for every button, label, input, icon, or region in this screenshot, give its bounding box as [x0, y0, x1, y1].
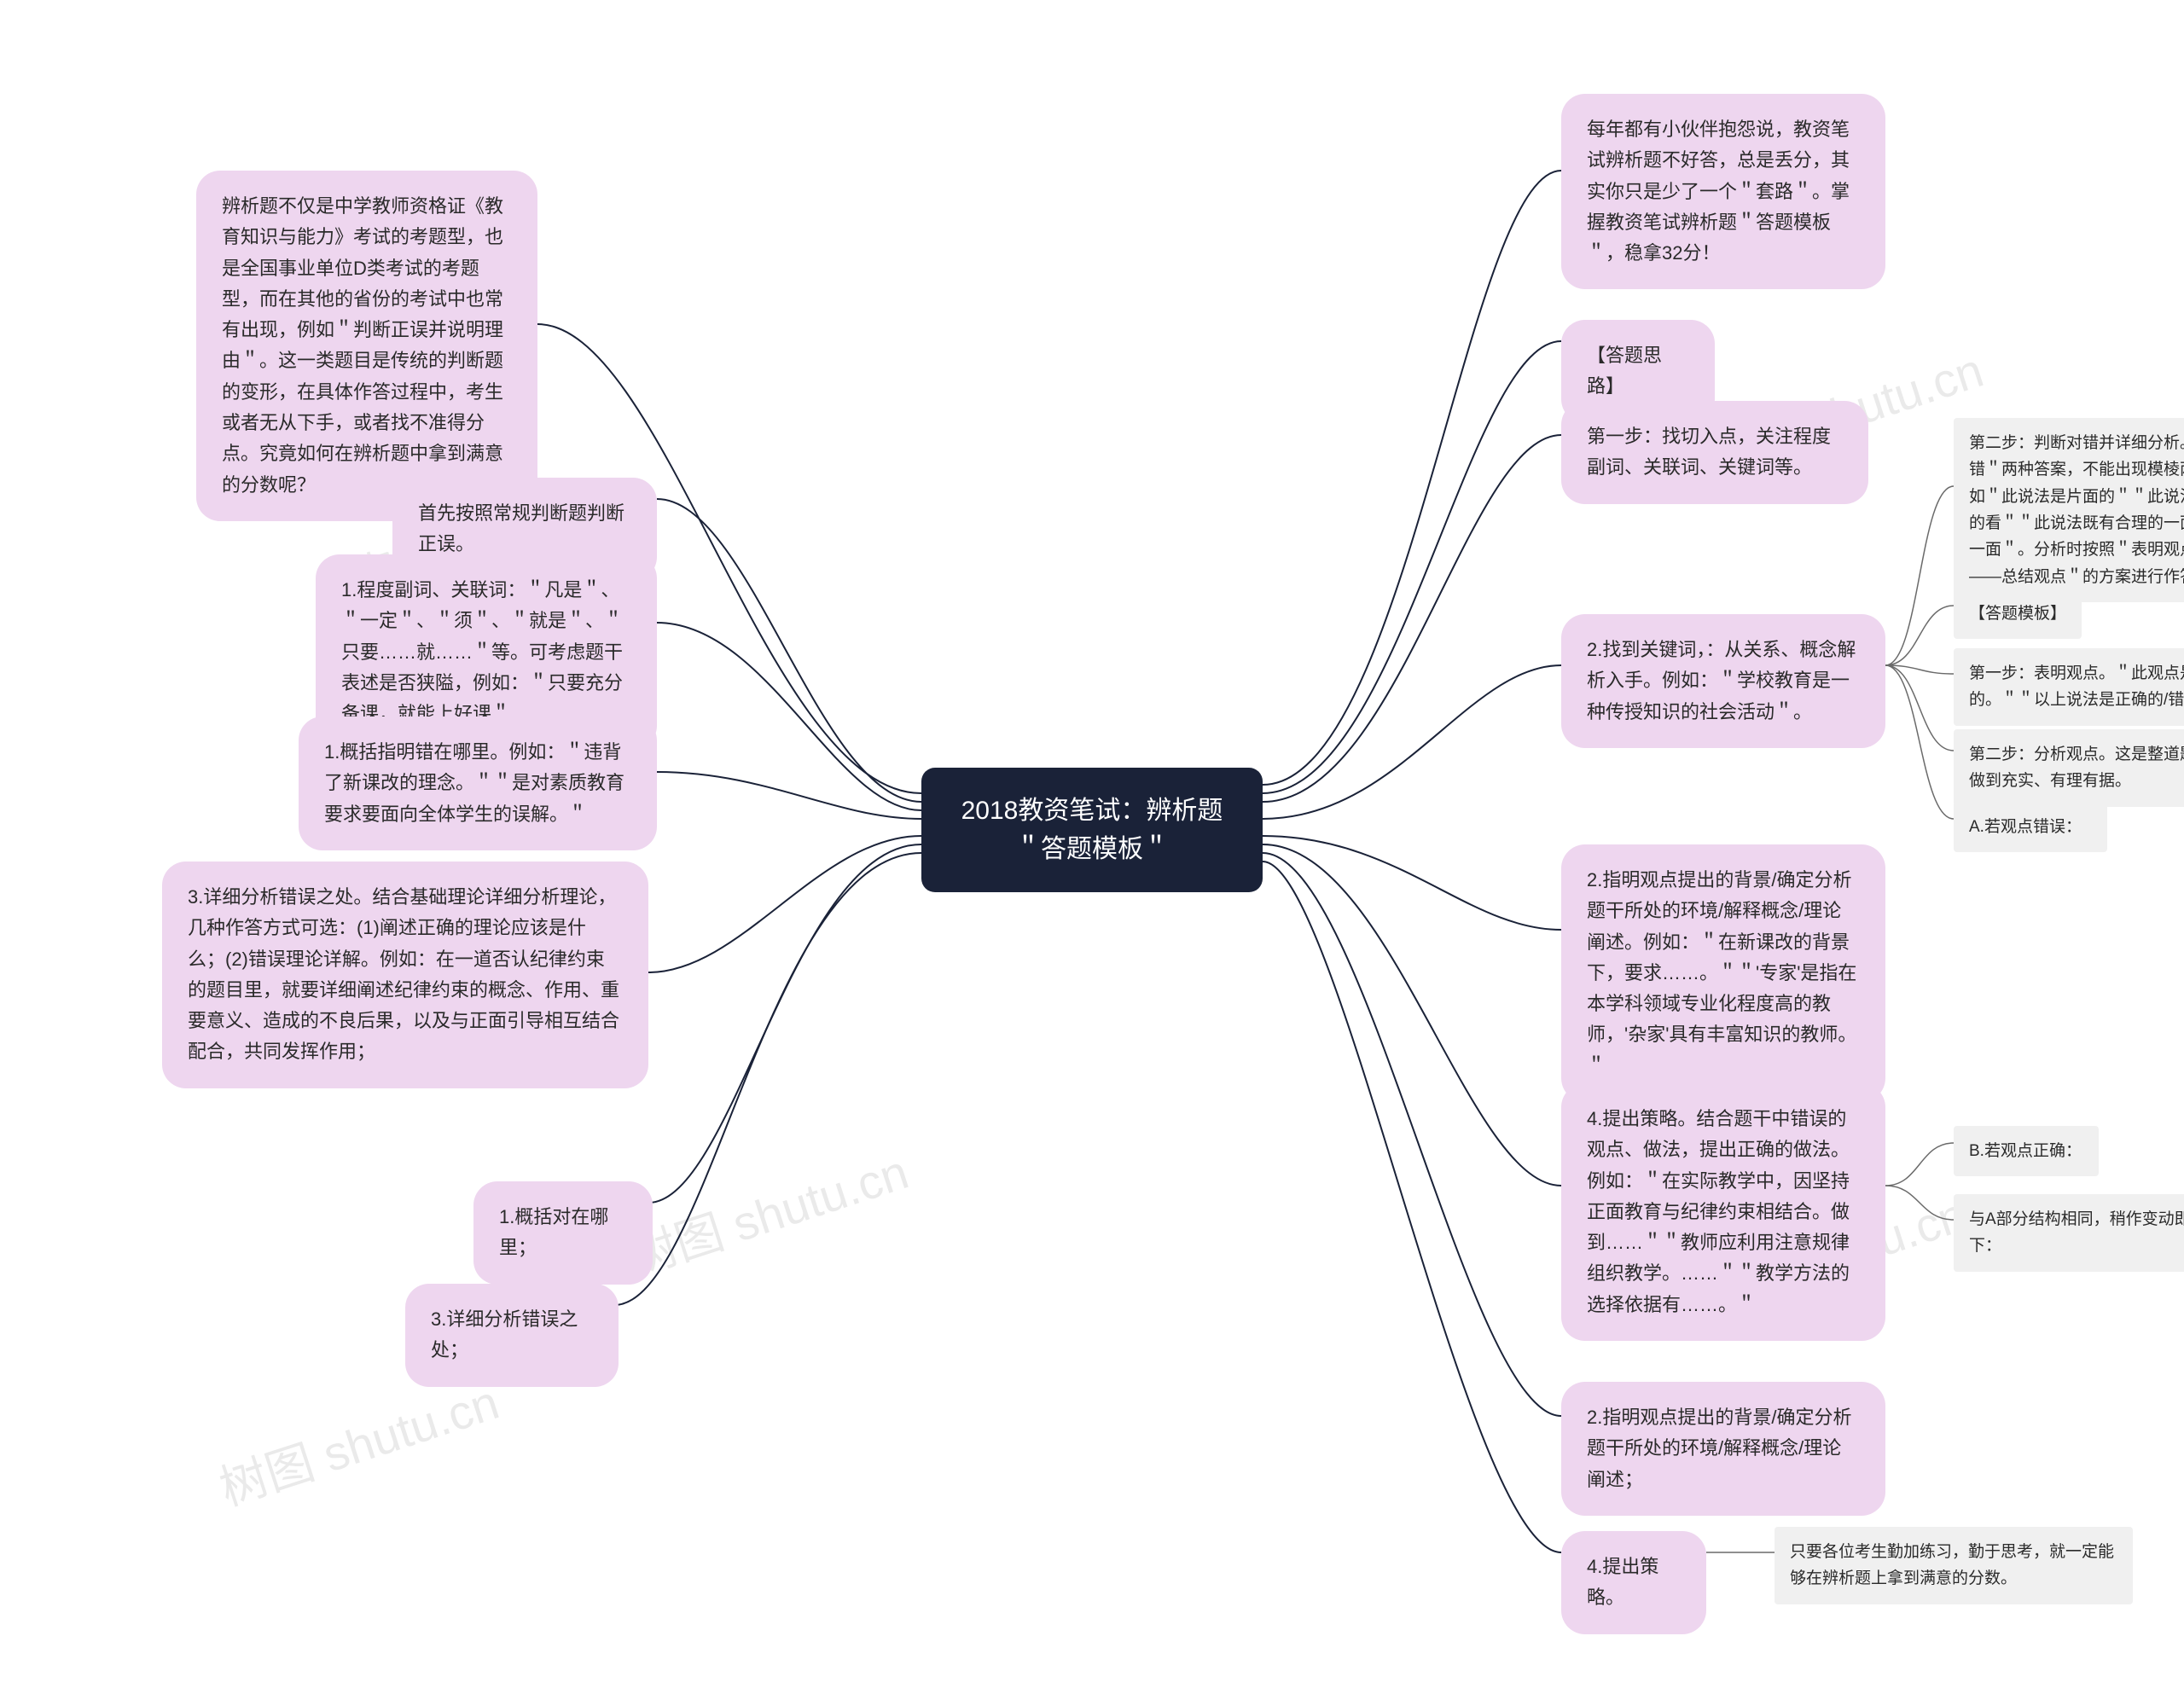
left-node-detail-analysis: 3.详细分析错误之处。结合基础理论详细分析理论，几种作答方式可选：(1)阐述正确… — [162, 862, 648, 1088]
watermark: 树图 shutu.cn — [619, 1134, 916, 1290]
right-node-intro: 每年都有小伙伴抱怨说，教资笔试辨析题不好答，总是丢分，其实你只是少了一个＂套路＂… — [1561, 94, 1885, 289]
left-node-point-correct: 1.概括对在哪里； — [473, 1181, 653, 1285]
left-node-point-error: 1.概括指明错在哪里。例如：＂违背了新课改的理念。＂＂是对素质教育要求要面向全体… — [299, 716, 657, 850]
sub-case-a: A.若观点错误： — [1954, 802, 2107, 852]
mindmap-canvas: 树图 shutu.cn 树图 shutu.cn 树图 shutu.cn 树图 s… — [0, 0, 2184, 1694]
right-node-step1: 第一步：找切入点，关注程度副词、关联词、关键词等。 — [1561, 401, 1868, 504]
left-node-detail-error: 3.详细分析错误之处； — [405, 1284, 619, 1387]
watermark: 树图 shutu.cn — [210, 1365, 507, 1520]
right-node-background: 2.指明观点提出的背景/确定分析题干所处的环境/解释概念/理论阐述。例如：＂在新… — [1561, 844, 1885, 1102]
sub-case-b: B.若观点正确： — [1954, 1126, 2099, 1176]
right-node-strategy2: 4.提出策略。 — [1561, 1531, 1706, 1634]
center-node: 2018教资笔试：辨析题＂答题模板＂ — [921, 768, 1263, 892]
right-node-strategy: 4.提出策略。结合题干中错误的观点、做法，提出正确的做法。例如：＂在实际教学中，… — [1561, 1083, 1885, 1341]
right-node-context: 2.指明观点提出的背景/确定分析题干所处的环境/解释概念/理论阐述； — [1561, 1382, 1885, 1516]
sub-step2-analyze: 第二步：分析观点。这是整道题的要点。需要做到充实、有理有据。 — [1954, 729, 2184, 807]
sub-template-label: 【答题模板】 — [1954, 589, 2082, 639]
sub-step1-state: 第一步：表明观点。＂此观点是正确的/错误的。＂＂以上说法是正确的/错误的。＂ — [1954, 648, 2184, 726]
right-node-keywords: 2.找到关键词，：从关系、概念解析入手。例如：＂学校教育是一种传授知识的社会活动… — [1561, 614, 1885, 748]
sub-case-b-note: 与A部分结构相同，稍作变动即可，具体模板如下： — [1954, 1194, 2184, 1272]
left-node-intro: 辨析题不仅是中学教师资格证《教育知识与能力》考试的考题型，也是全国事业单位D类考… — [196, 171, 537, 521]
sub-practice-note: 只要各位考生勤加练习，勤于思考，就一定能够在辨析题上拿到满意的分数。 — [1774, 1527, 2133, 1604]
sub-step2-judge: 第二步：判断对错并详细分析。只有＂对＂＂错＂两种答案，不能出现模棱两可的回答，例… — [1954, 418, 2184, 602]
